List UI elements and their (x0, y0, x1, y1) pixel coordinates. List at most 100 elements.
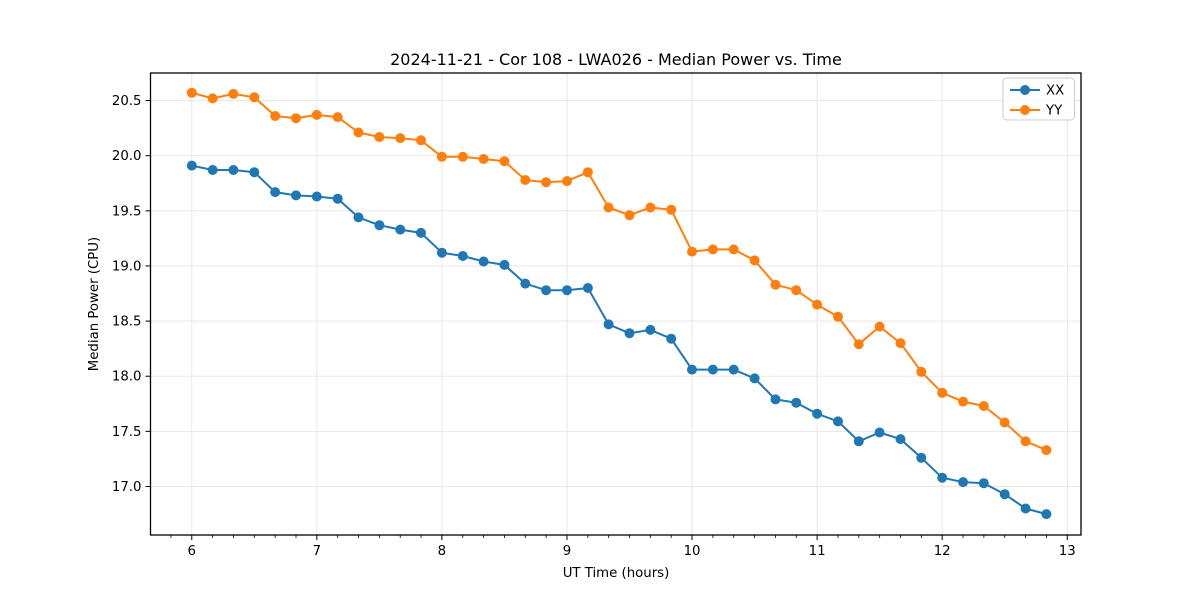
data-point-yy (186, 87, 197, 98)
data-point-xx (895, 434, 906, 445)
data-point-xx (291, 190, 301, 201)
data-point-xx (436, 247, 447, 258)
data-point-xx (332, 193, 343, 204)
y-tick-label: 17.0 (112, 480, 142, 495)
data-point-xx (937, 472, 948, 483)
data-point-yy (332, 112, 343, 123)
data-point-yy (624, 210, 635, 221)
data-point-xx (791, 397, 802, 408)
data-point-xx (457, 251, 468, 261)
data-point-yy (874, 321, 885, 332)
data-point-xx (1020, 503, 1031, 514)
data-point-xx (374, 220, 385, 231)
data-point-xx (833, 416, 843, 427)
series-xx (186, 160, 1052, 520)
data-point-xx (478, 256, 489, 267)
data-point-xx (353, 212, 364, 223)
data-point-xx (207, 165, 218, 175)
data-point-yy (395, 133, 406, 144)
data-point-yy (207, 93, 218, 104)
data-point-yy (499, 156, 510, 167)
data-point-yy (562, 176, 572, 187)
data-point-xx (687, 364, 697, 375)
y-tick-label: 17.5 (112, 425, 142, 440)
data-point-yy (958, 396, 969, 407)
data-point-xx (541, 285, 552, 296)
series-yy (186, 87, 1052, 456)
x-tick-label: 12 (934, 544, 951, 559)
data-point-yy (353, 127, 364, 138)
data-point-yy (978, 401, 989, 411)
data-point-yy (457, 151, 468, 162)
x-tick-label: 11 (809, 544, 826, 559)
data-point-xx (999, 489, 1010, 500)
data-point-xx (499, 259, 510, 270)
data-point-xx (707, 364, 718, 375)
data-point-xx (666, 333, 677, 344)
data-point-xx (562, 285, 572, 296)
data-point-xx (186, 160, 197, 171)
ticks-layer: 6 7 8 9 10 11 12 13 17.0 17.5 18.0 18.5 19.0 19.5 20.0… (112, 94, 1076, 559)
data-point-yy (249, 92, 260, 103)
y-tick-label: 18.5 (112, 315, 142, 330)
data-point-yy (749, 255, 760, 266)
data-point-yy (791, 285, 802, 296)
x-tick-label: 6 (188, 544, 196, 559)
x-tick-label: 7 (313, 544, 321, 559)
data-point-yy (1041, 445, 1052, 456)
chart-title: 2024-11-21 - Cor 108 - LWA026 - Median P… (390, 50, 842, 69)
data-point-yy (1020, 436, 1031, 447)
data-point-xx (916, 452, 927, 463)
data-point-xx (874, 427, 885, 438)
data-point-yy (374, 132, 385, 142)
data-point-xx (270, 187, 281, 198)
data-point-yy (916, 366, 927, 377)
x-tick-label: 10 (684, 544, 701, 559)
legend-marker-yy (1020, 105, 1030, 115)
data-point-yy (687, 246, 697, 257)
legend-label-xx: XX (1046, 84, 1064, 99)
series-layer (186, 87, 1052, 520)
data-point-yy (833, 311, 843, 322)
data-point-yy (770, 279, 781, 290)
data-point-xx (645, 324, 656, 335)
data-point-xx (1041, 509, 1052, 520)
series-line-yy (191, 91, 1047, 452)
series-line-xx (191, 164, 1047, 516)
data-point-yy (436, 151, 447, 162)
data-point-yy (853, 339, 864, 350)
data-point-yy (228, 88, 239, 99)
data-point-xx (749, 373, 760, 384)
data-point-xx (520, 278, 531, 289)
data-point-yy (645, 202, 656, 213)
data-point-xx (395, 224, 406, 235)
data-point-yy (666, 204, 677, 215)
data-point-xx (624, 328, 635, 339)
data-point-xx (978, 478, 989, 489)
legend-label-yy: YY (1045, 104, 1063, 119)
data-point-yy (416, 135, 426, 146)
y-tick-label: 18.0 (112, 370, 142, 385)
y-tick-label: 20.5 (112, 94, 142, 109)
data-point-xx (958, 477, 969, 488)
plot-border (149, 72, 1082, 536)
data-point-xx (416, 227, 426, 238)
data-point-xx (249, 167, 260, 178)
data-point-xx (603, 319, 614, 330)
data-point-yy (999, 417, 1010, 428)
data-point-xx (812, 408, 823, 419)
y-tick-label: 20.0 (112, 149, 142, 164)
x-tick-label: 9 (563, 544, 571, 559)
data-point-yy (311, 109, 322, 120)
data-point-yy (520, 175, 531, 185)
data-point-xx (728, 364, 739, 375)
data-point-yy (582, 167, 593, 178)
y-axis-label: Median Power (CPU) (87, 237, 102, 371)
data-point-yy (270, 111, 281, 121)
data-point-yy (728, 244, 739, 255)
data-point-yy (812, 299, 823, 310)
legend-marker-xx (1020, 85, 1030, 95)
data-point-yy (895, 338, 906, 349)
